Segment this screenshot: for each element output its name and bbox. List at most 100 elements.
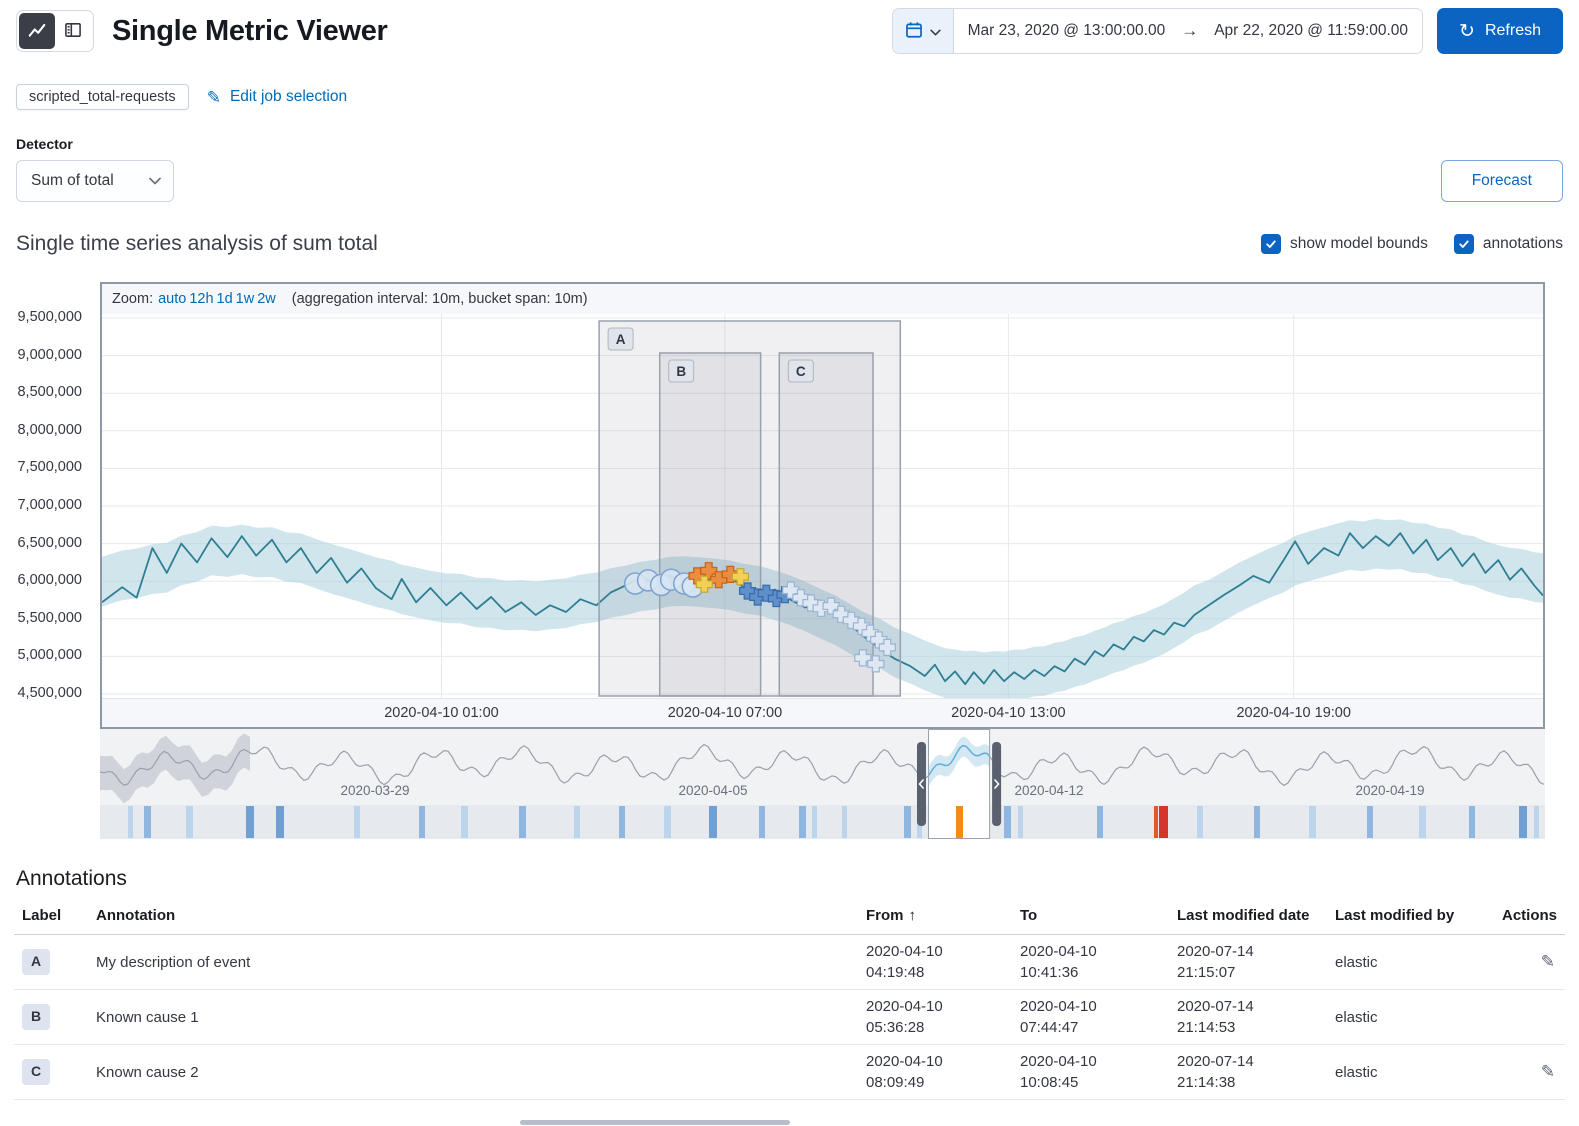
swimlane-anomaly-cell[interactable] xyxy=(799,806,806,838)
y-axis-tick-label: 5,000,000 xyxy=(17,647,82,664)
annotation-description: Known cause 1 xyxy=(88,989,858,1045)
time-series-explorer: 9,500,000 9,000,000 8,500,000 8,000,000 7,50… xyxy=(0,282,1579,841)
checkbox-checked-icon xyxy=(1260,234,1281,254)
swimlane-anomaly-cell[interactable] xyxy=(759,806,765,838)
annotation-region-B[interactable] xyxy=(658,352,762,697)
y-axis-labels: 9,500,000 9,000,000 8,500,000 8,000,000 7,50… xyxy=(0,282,90,729)
annotation-region-letter: A xyxy=(616,332,626,347)
anomaly-marker-orange[interactable] xyxy=(721,565,739,583)
refresh-button[interactable]: ↻ Refresh xyxy=(1437,8,1563,54)
x-axis-tick-label: 2020-04-10 13:00 xyxy=(951,705,1066,721)
swimlane-anomaly-cell[interactable] xyxy=(574,806,580,838)
zoom-option-2w[interactable]: 2w xyxy=(257,291,276,307)
swimlane-anomaly-cell[interactable] xyxy=(1197,806,1203,838)
edit-job-selection-link[interactable]: ✎ Edit job selection xyxy=(207,88,347,106)
annotation-from: 2020-04-10 05:36:28 xyxy=(857,989,1012,1045)
annotations-checkbox[interactable]: annotations xyxy=(1453,234,1563,254)
swimlane-anomaly-cell[interactable] xyxy=(128,806,133,838)
date-range-picker: Mar 23, 2020 @ 13:00:00.00 → Apr 22, 202… xyxy=(891,8,1424,54)
edit-annotation-button[interactable]: ✎ xyxy=(1539,950,1557,974)
annotation-label-badge: B xyxy=(22,1004,51,1030)
swimlane-anomaly-cell[interactable] xyxy=(1018,806,1023,838)
swimlane-anomaly-cell[interactable] xyxy=(1159,806,1168,838)
start-date-button[interactable]: Mar 23, 2020 @ 13:00:00.00 xyxy=(953,9,1180,53)
column-header-from[interactable]: From ↑ xyxy=(857,901,1012,935)
end-date-button[interactable]: Apr 22, 2020 @ 11:59:00.00 xyxy=(1200,9,1423,53)
swimlane-anomaly-cell[interactable] xyxy=(419,806,425,838)
y-axis-tick-label: 9,000,000 xyxy=(17,346,82,363)
job-selection-bar: scripted_total-requests ✎ Edit job selec… xyxy=(0,60,1579,110)
brush-handle-right[interactable] xyxy=(992,742,1002,826)
swimlane-anomaly-cell[interactable] xyxy=(1097,806,1103,838)
swimlane-anomaly-cell[interactable] xyxy=(1367,806,1373,838)
date-picker-menu-button[interactable] xyxy=(892,9,954,53)
swimlane-anomaly-cell[interactable] xyxy=(1004,806,1011,838)
swimlane-anomaly-cell[interactable] xyxy=(842,806,847,838)
x-axis-labels: 2020-04-10 01:00 2020-04-10 07:00 2020-04-… xyxy=(102,698,1543,727)
navigator-date-label: 2020-03-29 xyxy=(340,783,409,798)
swimlane-anomaly-cell[interactable] xyxy=(276,806,284,838)
annotation-modified-date: 2020-07-14 21:14:38 xyxy=(1168,1044,1327,1100)
annotation-modified-date: 2020-07-14 21:14:53 xyxy=(1168,989,1327,1045)
swimlane-background xyxy=(100,805,1545,839)
horizontal-scrollbar[interactable] xyxy=(520,1120,790,1125)
swimlane-anomaly-cell[interactable] xyxy=(664,806,671,838)
navigator-background xyxy=(100,729,1545,805)
anomaly-marker-pale[interactable] xyxy=(854,649,872,667)
swimlane-anomaly-cell[interactable] xyxy=(1519,806,1527,838)
pencil-icon: ✎ xyxy=(1540,952,1555,971)
annotation-description: Known cause 2 xyxy=(88,1044,858,1100)
swimlane-anomaly-cell[interactable] xyxy=(246,806,254,838)
forecast-button[interactable]: Forecast xyxy=(1440,160,1563,202)
swimlane-anomaly-cell[interactable] xyxy=(1534,806,1539,838)
annotation-row: B Known cause 1 2020-04-10 05:36:28 2020… xyxy=(14,989,1565,1045)
selected-range-band xyxy=(928,736,991,788)
swimlane-anomaly-cell[interactable] xyxy=(1254,806,1260,838)
annotation-row: A My description of event 2020-04-10 04:… xyxy=(14,934,1565,990)
swimlane-anomaly-cell[interactable] xyxy=(1469,806,1475,838)
swimlane-anomaly-cell[interactable] xyxy=(812,806,817,838)
header: Single Metric Viewer Mar 23, 2020 @ 13:0… xyxy=(0,0,1579,60)
swimlane-anomaly-cell[interactable] xyxy=(1309,806,1316,838)
annotations-table: Label Annotation From ↑ To Last modified … xyxy=(14,901,1565,1100)
anomaly-marker-yellow[interactable] xyxy=(695,575,713,593)
edit-annotation-button[interactable]: ✎ xyxy=(1539,1060,1557,1084)
brush-handle-arrow xyxy=(994,779,1000,789)
detector-row: Sum of total Forecast xyxy=(0,160,1579,202)
timeline-navigator[interactable]: 2020-03-29 2020-04-05 2020-04-12 2020-04-19 xyxy=(100,729,1545,841)
swimlane-anomaly-cell[interactable] xyxy=(144,806,151,838)
detector-select[interactable]: Sum of total xyxy=(16,160,174,202)
annotation-from: 2020-04-10 08:09:49 xyxy=(857,1044,1012,1100)
zoom-option-1w[interactable]: 1w xyxy=(235,291,255,307)
anomaly-marker-pale[interactable] xyxy=(878,638,896,656)
navigator-date-label: 2020-04-05 xyxy=(678,783,747,798)
line-chart-icon xyxy=(28,21,46,42)
show-model-bounds-checkbox[interactable]: show model bounds xyxy=(1260,234,1428,254)
annotation-region-C[interactable] xyxy=(778,352,874,697)
brush-handle-left[interactable] xyxy=(917,742,926,826)
swimlane-anomaly-cell[interactable] xyxy=(709,806,717,838)
swimlane-anomaly-cell[interactable] xyxy=(956,806,963,838)
swimlane-anomaly-cell[interactable] xyxy=(1419,806,1426,838)
swimlane-anomaly-cell[interactable] xyxy=(186,806,193,838)
single-metric-viewer-view-button[interactable] xyxy=(19,13,55,49)
swimlane-anomaly-cell[interactable] xyxy=(1154,806,1158,838)
swimlane-anomaly-cell[interactable] xyxy=(519,806,526,838)
annotation-modified-by: elastic xyxy=(1326,989,1494,1045)
swimlane-anomaly-cell[interactable] xyxy=(904,806,911,838)
zoom-option-1d[interactable]: 1d xyxy=(216,291,233,307)
annotation-region-A[interactable] xyxy=(598,320,902,697)
zoom-option-12h[interactable]: 12h xyxy=(189,291,214,307)
checkbox-label: annotations xyxy=(1482,235,1563,252)
zoom-option-auto[interactable]: auto xyxy=(158,291,187,307)
column-header-last-modified-by: Last modified by xyxy=(1326,901,1494,935)
swimlane-anomaly-cell[interactable] xyxy=(619,806,625,838)
time-series-chart[interactable]: A B C xyxy=(102,314,1543,698)
y-axis-tick-label: 7,000,000 xyxy=(17,497,82,513)
anomaly-marker-pale[interactable] xyxy=(867,655,885,673)
anomaly-explorer-view-button[interactable] xyxy=(55,13,91,49)
zoom-options: auto 12h 1d 1w 2w xyxy=(158,291,279,307)
swimlane-anomaly-cell[interactable] xyxy=(354,806,360,838)
swimlane-anomaly-cell[interactable] xyxy=(461,806,468,838)
brush-handle-arrow xyxy=(918,779,924,789)
